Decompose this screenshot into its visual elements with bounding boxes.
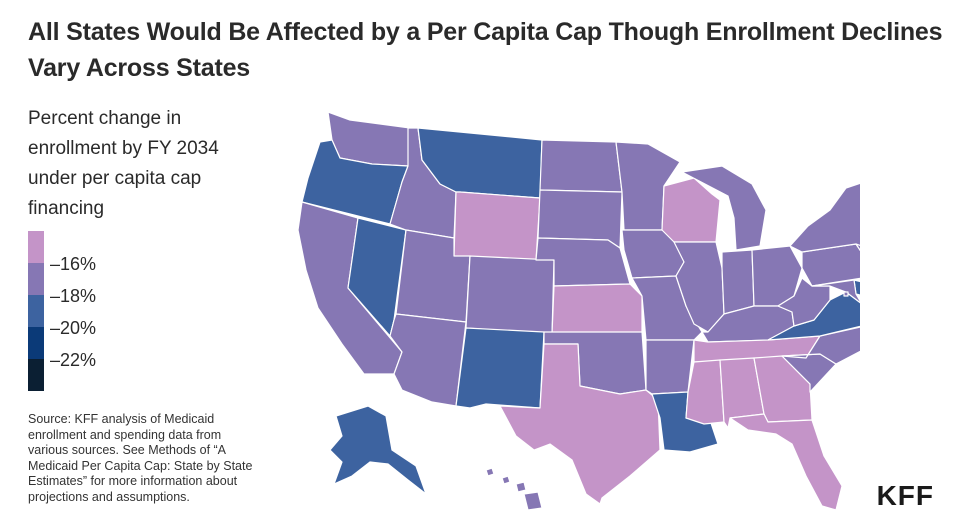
state-ny[interactable] [789, 182, 860, 253]
state-md[interactable] [811, 279, 860, 304]
legend-swatch-5 [28, 359, 44, 391]
state-in[interactable] [721, 249, 755, 315]
state-fl[interactable] [729, 413, 843, 511]
legend-swatch-2 [28, 263, 44, 295]
state-il[interactable] [673, 241, 725, 333]
state-tx[interactable] [499, 343, 661, 505]
legend-swatch-4 [28, 327, 44, 359]
source-note: Source: KFF analysis of Medicaid enrollm… [28, 412, 253, 504]
legend-color-scale [28, 231, 44, 391]
state-ak[interactable] [329, 405, 427, 495]
state-nd[interactable] [539, 139, 623, 193]
legend-swatch-3 [28, 295, 44, 327]
legend-tick-22: –22% [50, 350, 97, 370]
kff-logo: KFF [876, 480, 934, 511]
state-nj[interactable] [855, 243, 860, 282]
state-hi[interactable] [485, 467, 495, 477]
state-wv[interactable] [777, 277, 831, 327]
legend-tick-20: –20% [50, 318, 97, 338]
state-ms[interactable] [685, 359, 725, 425]
state-hi-maui[interactable] [515, 481, 527, 493]
legend-tick-18: –18% [50, 286, 97, 306]
state-mi[interactable] [681, 165, 767, 251]
state-ks[interactable] [551, 283, 643, 335]
state-hi-oahu[interactable] [501, 475, 511, 485]
state-dc[interactable] [843, 291, 849, 297]
state-wi[interactable] [661, 177, 721, 243]
state-ar[interactable] [645, 339, 695, 395]
chart-title: All States Would Be Affected by a Per Ca… [28, 18, 943, 82]
state-co[interactable] [465, 255, 555, 335]
legend-tick-16: –16% [50, 254, 97, 274]
legend-title: Percent change in enrollment by FY 2034 … [28, 108, 219, 219]
state-nm[interactable] [455, 327, 545, 409]
state-az[interactable] [389, 313, 467, 407]
legend-swatch-1 [28, 231, 44, 263]
state-wy[interactable] [453, 191, 541, 261]
us-states-map [297, 111, 860, 511]
state-hi-big-island[interactable] [523, 491, 543, 511]
